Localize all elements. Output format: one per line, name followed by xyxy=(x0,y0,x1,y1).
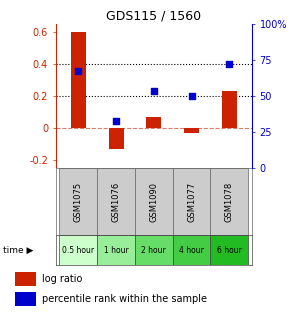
Bar xyxy=(108,128,124,149)
Bar xyxy=(222,91,237,128)
Bar xyxy=(59,168,97,235)
Text: time ▶: time ▶ xyxy=(3,246,33,255)
Bar xyxy=(184,128,199,133)
Bar xyxy=(15,271,36,286)
Point xyxy=(151,88,156,94)
Point xyxy=(189,93,194,98)
Text: percentile rank within the sample: percentile rank within the sample xyxy=(42,294,207,304)
Bar xyxy=(173,168,210,235)
Bar xyxy=(146,117,161,128)
Bar xyxy=(210,168,248,235)
Text: GSM1078: GSM1078 xyxy=(225,181,234,222)
Bar xyxy=(97,168,135,235)
Bar xyxy=(173,235,210,265)
Text: GSM1090: GSM1090 xyxy=(149,181,158,222)
Bar xyxy=(59,235,97,265)
Bar xyxy=(210,235,248,265)
Text: GSM1076: GSM1076 xyxy=(112,181,121,222)
Bar xyxy=(71,32,86,128)
Text: 2 hour: 2 hour xyxy=(142,246,166,255)
Bar xyxy=(135,235,173,265)
Point xyxy=(114,118,118,124)
Text: 4 hour: 4 hour xyxy=(179,246,204,255)
Text: 1 hour: 1 hour xyxy=(104,246,128,255)
Text: log ratio: log ratio xyxy=(42,274,82,284)
Point xyxy=(76,68,81,73)
Title: GDS115 / 1560: GDS115 / 1560 xyxy=(106,9,201,23)
Bar xyxy=(97,235,135,265)
Text: 0.5 hour: 0.5 hour xyxy=(62,246,94,255)
Text: GSM1077: GSM1077 xyxy=(187,181,196,222)
Text: 6 hour: 6 hour xyxy=(217,246,242,255)
Bar xyxy=(15,292,36,306)
Point xyxy=(227,61,232,66)
Bar xyxy=(135,168,173,235)
Text: GSM1075: GSM1075 xyxy=(74,181,83,222)
